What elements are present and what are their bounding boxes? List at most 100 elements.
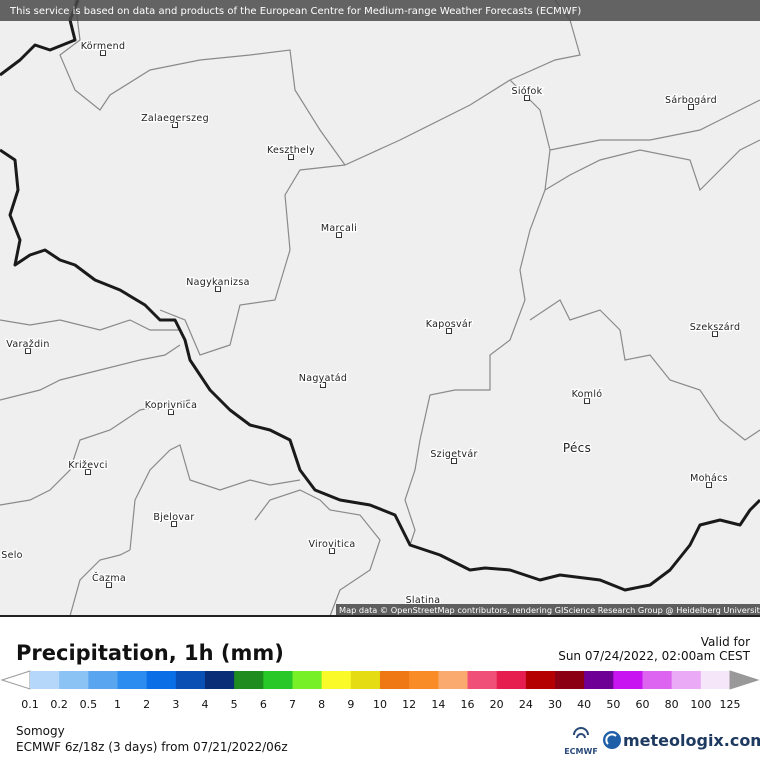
colorbar-swatch [525, 671, 556, 689]
city-marker [172, 122, 178, 128]
colorbar-swatch [321, 671, 352, 689]
colorbar-label: 16 [461, 698, 475, 711]
colorbar-label: 7 [289, 698, 296, 711]
city-label: Slatina [406, 595, 441, 606]
colorbar-label: 80 [665, 698, 679, 711]
colorbar-label: 14 [431, 698, 445, 711]
colorbar-swatch [409, 671, 439, 689]
colorbar-swatch [350, 671, 381, 689]
colorbar-label: 10 [373, 698, 387, 711]
ecmwf-text: ECMWF [564, 747, 598, 756]
admin-borders [0, 0, 760, 617]
colorbar: 0.1 0.2 0.5 1 2 3 4 5 6 7 8 9 10 12 14 16 20 24 30 40 50 60 80… [0, 670, 760, 711]
colorbar-swatch [30, 671, 60, 689]
colorbar-label: 20 [490, 698, 504, 711]
map [0, 0, 760, 616]
city-marker [320, 382, 326, 388]
city-marker [171, 521, 177, 527]
valid-time: Sun 07/24/2022, 02:00am CEST [558, 649, 750, 663]
brand: meteologix.com [603, 731, 760, 750]
colorbar-label: 2 [143, 698, 150, 711]
city-labels: Körmend Zalaegerszeg Keszthely Siófok Sárbog… [0, 40, 741, 608]
colorbar-high [729, 670, 760, 690]
colorbar-label: 30 [548, 698, 562, 711]
city-marker [288, 154, 294, 160]
colorbar-label: 8 [318, 698, 325, 711]
colorbar-swatch [671, 671, 702, 689]
city-label: Virovitica [308, 539, 355, 550]
colorbar-label: 50 [606, 698, 620, 711]
city-label: Szigetvár [430, 449, 477, 460]
city-marker [100, 50, 106, 56]
city-label: Zalaegerszeg [141, 113, 209, 124]
legend-title: Precipitation, 1h (mm) [16, 641, 284, 665]
colorbar-swatch [613, 671, 643, 689]
city-label: Nagyatád [299, 373, 347, 384]
colorbar-swatch [555, 671, 585, 689]
colorbar-swatch [234, 671, 264, 689]
colorbar-label: 9 [347, 698, 354, 711]
city-label: Komló [572, 389, 603, 400]
colorbar-label: 5 [231, 698, 238, 711]
colorbar-label: 24 [519, 698, 533, 711]
valid-label: Valid for [701, 635, 750, 649]
attribution-bg [336, 604, 760, 616]
region: Somogy [16, 724, 65, 738]
city-label: Kaposvár [426, 319, 472, 330]
city-marker [106, 582, 112, 588]
colorbar-swatch [205, 671, 235, 689]
colorbar-label: 0.1 [21, 698, 39, 711]
colorbar-label: 12 [402, 698, 416, 711]
banner-bg [0, 0, 760, 21]
colorbar-swatch [438, 671, 468, 689]
colorbar-swatch [467, 671, 498, 689]
colorbar-swatch [146, 671, 177, 689]
colorbar-swatch [175, 671, 206, 689]
city-marker [336, 232, 342, 238]
colorbar-swatch [292, 671, 323, 689]
colorbar-swatch [59, 671, 89, 689]
city-label: Nagykanizsa [186, 277, 249, 288]
colorbar-swatch [700, 671, 731, 689]
city-marker [25, 348, 31, 354]
banner-text: This service is based on data and produc… [9, 6, 581, 17]
attribution: Map data © OpenStreetMap contributors, r… [339, 605, 760, 615]
city-marker [584, 398, 590, 404]
colorbar-label: 4 [202, 698, 209, 711]
city-label: Siófok [512, 86, 543, 97]
city-label: Križevci [68, 460, 108, 471]
colorbar-label: 60 [636, 698, 650, 711]
city-label: Keszthely [267, 145, 315, 156]
colorbar-swatch [496, 671, 527, 689]
colorbar-label: 3 [172, 698, 179, 711]
colorbar-label: 125 [720, 698, 741, 711]
colorbar-label: 100 [690, 698, 711, 711]
city-marker [168, 409, 174, 415]
colorbar-swatch [263, 671, 293, 689]
city-label: Marcali [321, 223, 357, 234]
city-marker [85, 469, 91, 475]
city-label: Bjelovar [153, 512, 194, 523]
city-marker [446, 328, 452, 334]
colorbar-swatch [584, 671, 614, 689]
colorbar-label: 6 [260, 698, 267, 711]
city-marker [524, 95, 530, 101]
city-label: Varaždin [6, 339, 49, 350]
colorbar-swatch [88, 671, 118, 689]
city-label: Selo [1, 550, 23, 561]
city-marker [688, 104, 694, 110]
colorbar-swatch [642, 671, 673, 689]
colorbar-label: 40 [577, 698, 591, 711]
city-label: Szekszárd [690, 322, 741, 333]
city-label: Sárbogárd [665, 95, 717, 106]
city-marker [706, 482, 712, 488]
colorbar-label: 1 [114, 698, 121, 711]
model-run: ECMWF 6z/18z (3 days) from 07/21/2022/06… [16, 740, 288, 754]
city-label: Čazma [92, 572, 126, 584]
ecmwf-logo: ECMWF [564, 727, 598, 756]
city-marker [712, 331, 718, 337]
colorbar-swatch [117, 671, 148, 689]
city-marker [329, 548, 335, 554]
brand-text: meteologix.com [623, 731, 760, 750]
